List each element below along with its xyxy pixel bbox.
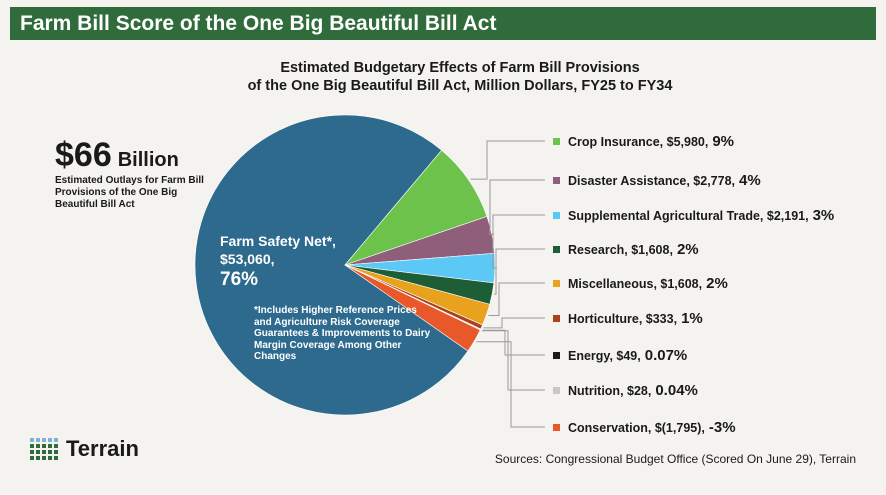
legend-label: Conservation, $(1,795), (568, 420, 705, 435)
leader-line (483, 317, 545, 329)
fsn-pct: 76% (220, 269, 259, 290)
legend-item: Research, $1,608, 2% (553, 241, 699, 258)
legend-label: Miscellaneous, $1,608, (568, 276, 703, 291)
leader-line (494, 248, 545, 295)
footnote: *Includes Higher Reference Prices and Ag… (254, 305, 431, 362)
leader-line (482, 329, 545, 356)
legend-pct: 2% (706, 275, 728, 292)
legend-label: Energy, $49, (568, 348, 641, 363)
legend-swatch (553, 352, 560, 359)
fsn-amount: $53,060 (220, 251, 271, 267)
legend-label: Horticulture, $333, (568, 311, 678, 326)
legend-item: Miscellaneous, $1,608, 2% (553, 275, 728, 292)
legend-item: Nutrition, $28, 0.04% (553, 382, 698, 399)
chart-title-line1: Estimated Budgetary Effects of Farm Bill… (280, 60, 640, 76)
leader-line (492, 214, 545, 269)
legend-swatch (553, 212, 560, 219)
legend-swatch (553, 424, 560, 431)
sources: Sources: Congressional Budget Office (Sc… (494, 452, 856, 466)
legend-label: Disaster Assistance, $2,778, (568, 173, 736, 188)
legend-pct: 4% (739, 172, 761, 189)
leader-line (470, 140, 545, 180)
headline-total: $66 Billion (55, 136, 179, 175)
legend-pct: 0.04% (655, 382, 698, 399)
legend-swatch (553, 315, 560, 322)
legend-pct: 9% (712, 133, 735, 150)
terrain-logo-icon (30, 438, 58, 460)
legend-swatch (553, 246, 560, 253)
fsn-name: Farm Safety Net* (220, 233, 333, 249)
legend-item: Crop Insurance, $5,980, 9% (553, 133, 734, 150)
leader-line (489, 179, 545, 235)
legend-swatch (553, 387, 560, 394)
legend-label: Research, $1,608, (568, 242, 673, 257)
legend-label: Supplemental Agricultural Trade, $2,191, (568, 208, 809, 223)
legend-item: Conservation, $(1,795), -3% (553, 419, 736, 436)
headline-description: Estimated Outlays for Farm Bill Provisio… (55, 175, 204, 210)
legend-swatch (553, 177, 560, 184)
terrain-logo-text: Terrain (66, 436, 139, 461)
leader-line (482, 330, 545, 391)
legend-item: Horticulture, $333, 1% (553, 310, 703, 327)
farm-safety-net-label: Farm Safety Net*, $53,060, 76% (220, 233, 336, 290)
headline-value: $66 (55, 136, 112, 174)
legend-pct: 2% (676, 241, 699, 258)
banner-title: Farm Bill Score of the One Big Beautiful… (10, 7, 876, 40)
legend-item: Energy, $49, 0.07% (553, 347, 687, 364)
legend-pct: 3% (812, 207, 835, 224)
legend-pct: 0.07% (644, 347, 688, 364)
pie-slice-conservation (344, 264, 481, 352)
legend-label: Crop Insurance, $5,980, (568, 134, 709, 149)
legend-item: Disaster Assistance, $2,778, 4% (553, 172, 761, 189)
leader-line (488, 282, 545, 316)
pie-slice-farm-safety-net (194, 114, 469, 416)
terrain-logo: Terrain (30, 436, 139, 462)
legend-item: Supplemental Agricultural Trade, $2,191,… (553, 207, 834, 224)
headline-unit: Billion (117, 149, 179, 171)
legend-pct: -3% (708, 419, 736, 436)
chart-title: Estimated Budgetary Effects of Farm Bill… (200, 59, 720, 95)
legend-swatch (553, 280, 560, 287)
legend-pct: 1% (681, 310, 703, 327)
leader-line (476, 341, 545, 428)
legend-swatch (553, 138, 560, 145)
legend-label: Nutrition, $28, (568, 383, 652, 398)
chart-title-line2: of the One Big Beautiful Bill Act, Milli… (247, 78, 673, 94)
